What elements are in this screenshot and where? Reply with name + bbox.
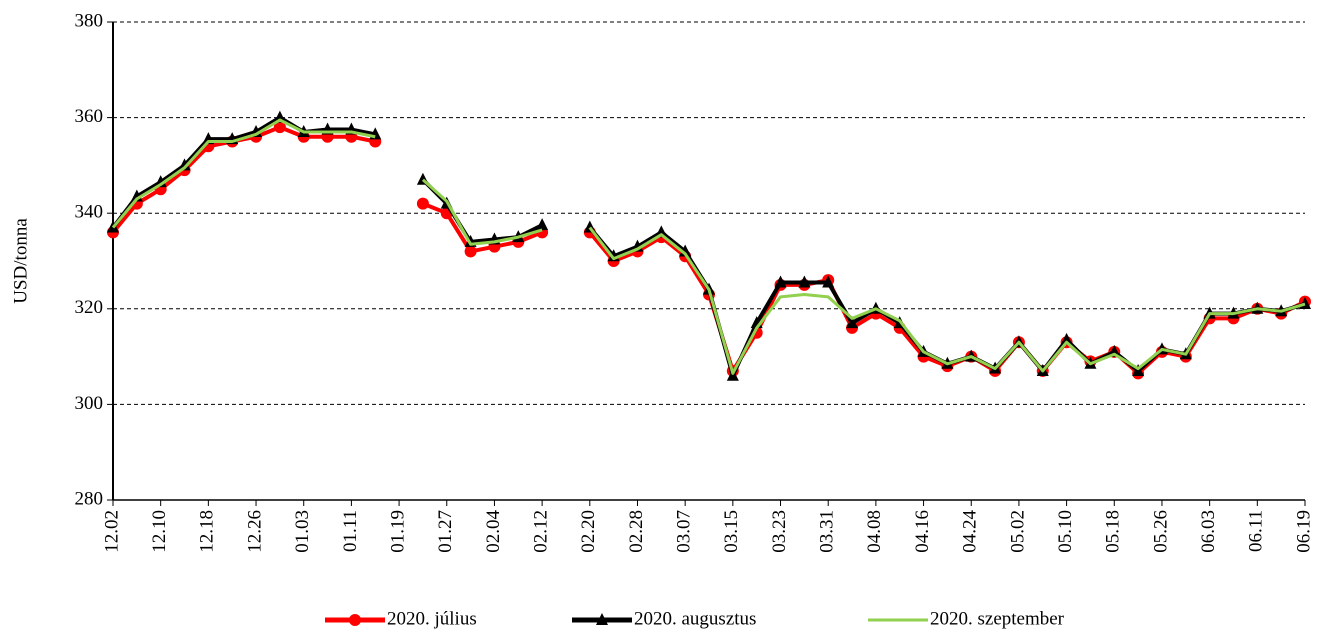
x-tick-label: 01.19 (387, 510, 408, 553)
y-tick-label: 280 (75, 488, 104, 509)
x-tick-label: 05.18 (1103, 510, 1124, 553)
x-tick-label: 12.10 (149, 510, 170, 553)
y-tick-label: 360 (75, 106, 104, 127)
point (822, 275, 835, 288)
series-line (111, 115, 1306, 378)
x-tick-label: 01.03 (292, 510, 313, 553)
x-tick-label: 12.18 (197, 510, 218, 553)
legend-label: 2020. július (387, 608, 477, 629)
x-tick-label: 05.10 (1055, 510, 1076, 553)
point (536, 218, 549, 231)
x-tick-label: 12.26 (244, 510, 265, 553)
point (846, 316, 859, 329)
point (273, 110, 286, 123)
x-tick-label: 03.07 (674, 510, 695, 553)
legend-marker (596, 613, 608, 625)
y-tick-label: 320 (75, 297, 104, 318)
x-tick-label: 03.31 (817, 510, 838, 553)
x-tick-label: 06.19 (1293, 510, 1314, 553)
x-tick-label: 02.12 (530, 510, 551, 553)
point (416, 197, 429, 210)
x-tick-label: 05.26 (1150, 510, 1171, 553)
point (178, 158, 191, 171)
series-line (111, 125, 1306, 376)
x-tick-label: 01.27 (435, 510, 456, 553)
point (464, 245, 477, 258)
point (774, 275, 787, 288)
x-tick-label: 03.15 (721, 510, 742, 553)
legend-label: 2020. augusztus (634, 608, 756, 629)
x-tick-label: 01.11 (340, 510, 361, 552)
series-line (111, 118, 1306, 375)
x-tick-label: 04.08 (864, 510, 885, 553)
legend-label: 2020. szeptember (930, 608, 1065, 629)
x-tick-label: 12.02 (101, 510, 122, 553)
x-tick-label: 05.02 (1007, 510, 1028, 553)
y-tick-label: 340 (75, 202, 104, 223)
point (273, 121, 286, 134)
x-tick-label: 04.24 (960, 510, 981, 553)
point (655, 225, 668, 238)
x-tick-label: 06.03 (1198, 510, 1219, 553)
point (1060, 332, 1073, 345)
legend-marker (349, 614, 361, 626)
y-tick-label: 380 (75, 10, 104, 31)
x-tick-label: 02.04 (483, 510, 504, 553)
x-tick-label: 02.20 (578, 510, 599, 553)
x-tick-label: 03.23 (769, 510, 790, 553)
point (798, 275, 811, 288)
point (679, 244, 692, 257)
y-axis-label: USD/tonna (10, 218, 31, 304)
x-tick-label: 02.28 (626, 510, 647, 553)
y-tick-label: 300 (75, 393, 104, 414)
x-tick-label: 04.16 (912, 510, 933, 553)
x-tick-label: 06.11 (1246, 510, 1267, 552)
